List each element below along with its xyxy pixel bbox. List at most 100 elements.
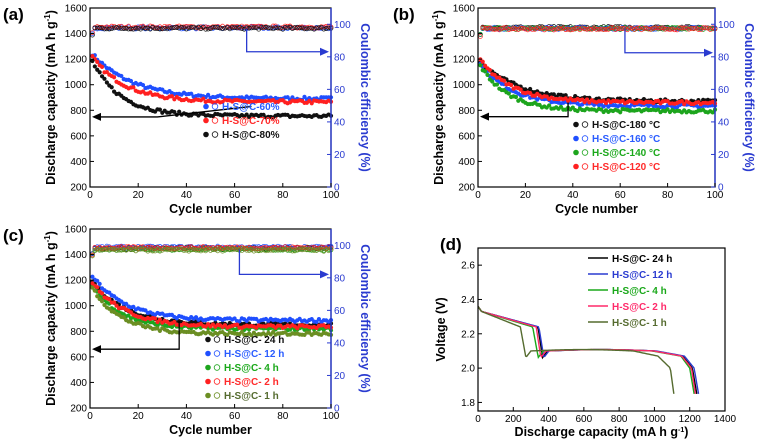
capacity-point — [478, 63, 483, 68]
efficiency-point — [239, 246, 245, 251]
y-tick-label: 400 — [70, 157, 87, 168]
efficiency-point — [159, 247, 165, 253]
capacity-point — [95, 59, 100, 64]
y-tick-label: 1600 — [65, 4, 88, 15]
arrow-head — [92, 112, 101, 121]
efficiency-point — [225, 247, 230, 252]
y-axis-label: Discharge capacity (mA h g-1) — [43, 231, 58, 406]
legend-marker-open — [211, 117, 219, 124]
efficiency-point — [323, 26, 329, 31]
legend-label: H-S@C- 4 h — [224, 363, 279, 374]
efficiency-point — [104, 26, 110, 32]
y-tick-label: 400 — [70, 378, 87, 389]
efficiency-point — [265, 248, 271, 253]
efficiency-point — [123, 247, 129, 253]
efficiency-point — [246, 248, 252, 253]
y-axis-label: Voltage (V) — [434, 297, 448, 361]
efficiency-point — [94, 246, 100, 252]
capacity-point — [490, 79, 495, 84]
efficiency-point — [297, 247, 303, 252]
efficiency-point — [660, 25, 666, 31]
capacity-point — [509, 82, 514, 88]
legend-label: H-S@C- 2 h — [224, 377, 279, 388]
panel-0: 0 20 40 60 80 1002004006008001000120014001600… — [3, 4, 372, 217]
y2-axis-label: Coulombic efficiency (%) — [358, 244, 372, 393]
capacity-point — [107, 297, 112, 302]
capacity-point — [99, 64, 105, 69]
efficiency-point — [138, 26, 143, 32]
efficiency-point — [632, 26, 637, 32]
efficiency-point — [551, 27, 557, 33]
efficiency-point — [128, 247, 134, 253]
y-axis-label: Discharge capacity (mA h g-1) — [43, 10, 58, 185]
efficiency-point — [162, 246, 168, 252]
efficiency-point — [241, 246, 247, 252]
efficiency-point — [662, 26, 668, 32]
efficiency-point — [188, 247, 194, 253]
capacity-point — [152, 316, 158, 321]
efficiency-point — [157, 248, 163, 254]
efficiency-point — [241, 24, 247, 30]
efficiency-point — [159, 246, 165, 251]
capacity-point — [551, 92, 556, 97]
efficiency-point — [506, 25, 512, 30]
x-tick-label: 60 — [229, 190, 241, 201]
efficiency-point — [596, 26, 602, 32]
legend-label: H-S@C-70% — [222, 116, 280, 127]
efficiency-point — [309, 25, 315, 31]
efficiency-point — [97, 247, 102, 253]
efficiency-point — [145, 248, 151, 254]
efficiency-point — [249, 25, 254, 31]
panel-label: (a) — [3, 5, 24, 24]
capacity-point — [485, 72, 490, 77]
efficiency-point — [534, 25, 540, 31]
capacity-point — [506, 91, 511, 96]
efficiency-point — [256, 248, 262, 254]
efficiency-point — [162, 25, 168, 31]
panel-1: 0 20 40 60 80 1002004006008001000120014001600… — [393, 4, 756, 217]
efficiency-point — [246, 246, 252, 252]
capacity-point — [112, 75, 117, 80]
efficiency-point — [253, 247, 259, 253]
efficiency-point — [306, 246, 312, 252]
y-tick-label: 1200 — [65, 55, 88, 66]
efficiency-point — [568, 27, 573, 33]
legend-marker-filled — [203, 131, 209, 138]
efficiency-point — [222, 247, 228, 252]
efficiency-point — [261, 24, 266, 30]
legend-label: H-S@C- 1 h — [224, 391, 279, 402]
legend-label: H-S@C-140 °C — [592, 148, 660, 159]
capacity-point — [124, 301, 129, 306]
efficiency-point — [696, 27, 701, 32]
x-axis-label: Discharge capacity (mA h g-1) — [515, 425, 689, 439]
efficiency-point — [198, 24, 204, 30]
efficiency-point — [179, 246, 184, 252]
efficiency-point — [565, 26, 571, 32]
efficiency-point — [285, 246, 290, 251]
legend-label: H-S@C- 24 h — [224, 335, 284, 346]
capacity-point — [480, 59, 485, 64]
efficiency-point — [261, 247, 266, 253]
efficiency-point — [551, 26, 557, 31]
panel-label: (b) — [393, 5, 415, 24]
x-tick-label: 80 — [662, 190, 674, 201]
efficiency-point — [118, 247, 124, 253]
capacity-point — [90, 58, 95, 64]
efficiency-point — [615, 26, 621, 31]
efficiency-point — [627, 25, 633, 31]
efficiency-point — [594, 25, 599, 31]
efficiency-point — [304, 25, 310, 30]
efficiency-point — [152, 246, 158, 252]
efficiency-point — [150, 245, 156, 251]
efficiency-point — [549, 27, 554, 32]
efficiency-point — [684, 26, 689, 32]
y2-tick-label: 40 — [334, 338, 346, 349]
guide-arrow — [98, 321, 180, 350]
capacity-point — [237, 319, 242, 324]
efficiency-point — [316, 246, 322, 252]
y-tick-label: 1600 — [453, 4, 476, 15]
legend-label: H-S@C-180 °C — [592, 120, 660, 131]
x-axis-label: Cycle number — [555, 202, 638, 216]
efficiency-point — [584, 26, 590, 32]
efficiency-point — [655, 25, 661, 31]
